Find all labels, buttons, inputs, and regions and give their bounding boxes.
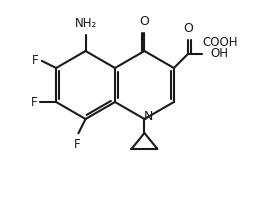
Text: N: N [144,110,153,124]
Text: O: O [139,15,149,28]
Text: F: F [74,138,81,151]
Text: O: O [183,22,193,35]
Text: OH: OH [210,47,228,60]
Text: COOH: COOH [202,36,238,49]
Text: F: F [32,54,39,67]
Text: F: F [30,95,37,109]
Text: NH₂: NH₂ [74,17,97,30]
